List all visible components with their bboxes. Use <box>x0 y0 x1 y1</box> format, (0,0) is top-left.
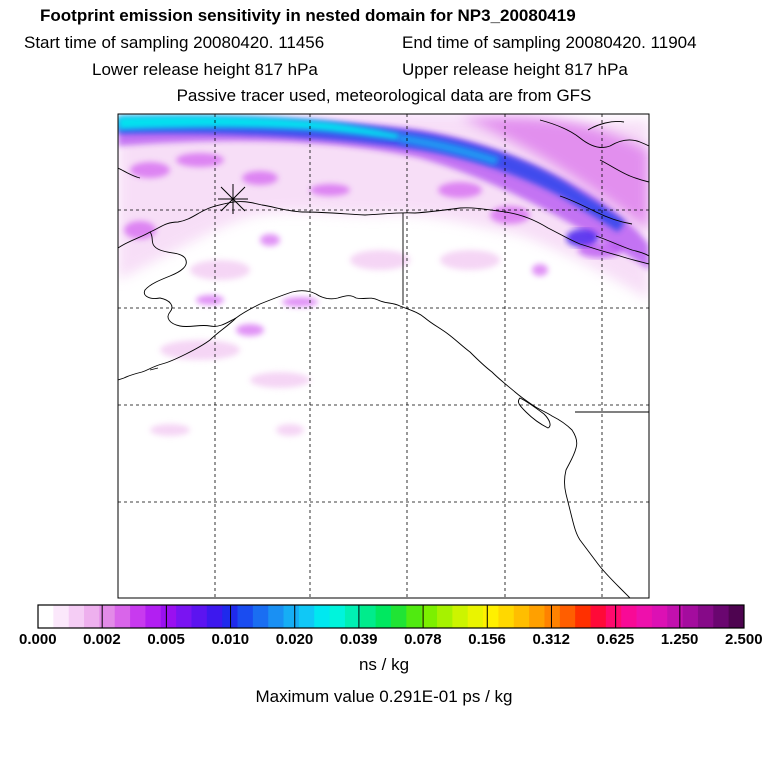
color-swatch <box>222 605 238 628</box>
color-scale-label: 0.010 <box>211 631 250 648</box>
color-swatch <box>529 605 545 628</box>
coastline <box>118 119 649 598</box>
color-swatch <box>344 605 361 628</box>
color-swatch <box>590 605 607 628</box>
color-scale-label: 0.000 <box>19 631 57 648</box>
color-swatch <box>575 605 591 628</box>
color-scale-label: 0.312 <box>532 631 570 648</box>
color-swatch <box>360 605 377 628</box>
color-swatch <box>498 605 515 628</box>
color-swatch <box>252 605 269 628</box>
color-scale-label: 0.039 <box>339 631 378 648</box>
color-swatch <box>283 605 300 628</box>
color-swatch <box>68 605 85 628</box>
color-scale-bar <box>37 604 745 629</box>
color-swatch <box>437 605 453 628</box>
color-scale-label: 0.625 <box>596 631 635 648</box>
max-value-label: Maximum value 0.291E-01 ps / kg <box>255 687 513 706</box>
color-swatch <box>467 605 484 628</box>
lat-lon-grid <box>118 114 649 598</box>
color-swatch <box>84 605 100 628</box>
map-title: Footprint emission sensitivity in nested… <box>40 6 576 25</box>
color-swatch <box>483 605 499 628</box>
color-swatch <box>559 605 576 628</box>
color-swatch <box>682 605 699 628</box>
color-swatch <box>544 605 561 628</box>
start-time-text: Start time of sampling 20080420. 11456 <box>24 33 325 52</box>
color-swatch <box>421 605 438 628</box>
color-swatch <box>53 605 70 628</box>
release-location-marker <box>218 184 248 214</box>
color-swatch <box>621 605 637 628</box>
color-swatch <box>406 605 423 628</box>
color-swatch <box>452 605 469 628</box>
color-swatch <box>697 605 714 628</box>
end-time-text: End time of sampling 20080420. 11904 <box>402 33 697 52</box>
color-scale-label: 1.250 <box>660 631 699 648</box>
color-swatch <box>513 605 530 628</box>
color-swatch <box>145 605 162 628</box>
color-swatch <box>314 605 331 628</box>
color-swatch <box>391 605 407 628</box>
color-swatch <box>375 605 392 628</box>
color-swatch <box>605 605 622 628</box>
color-swatch <box>176 605 192 628</box>
color-swatch <box>206 605 223 628</box>
color-swatch <box>651 605 668 628</box>
color-swatch <box>237 605 254 628</box>
color-scale-label: 0.002 <box>83 631 121 648</box>
color-swatch <box>329 605 346 628</box>
color-swatch <box>130 605 146 628</box>
color-swatch <box>268 605 284 628</box>
map-frame <box>117 113 650 599</box>
color-swatch <box>99 605 116 628</box>
color-scale-label: 0.005 <box>147 631 185 648</box>
color-swatch <box>160 605 177 628</box>
color-swatch <box>728 605 745 628</box>
upper-height-text: Upper release height 817 hPa <box>402 60 628 79</box>
tracer-info-text: Passive tracer used, meteorological data… <box>176 86 592 105</box>
color-scale-label: 0.078 <box>404 631 442 648</box>
emission-sensitivity-field <box>118 114 649 436</box>
lower-height-text: Lower release height 817 hPa <box>92 60 318 79</box>
color-swatch <box>636 605 653 628</box>
color-swatch <box>114 605 131 628</box>
color-scale-label: 2.500 <box>725 631 763 648</box>
color-swatch <box>38 605 54 628</box>
units-label: ns / kg <box>358 655 410 674</box>
color-swatch <box>298 605 315 628</box>
color-bar-border <box>37 604 745 629</box>
color-swatch <box>191 605 208 628</box>
color-swatch <box>713 605 730 628</box>
color-scale-label: 0.156 <box>468 631 506 648</box>
color-scale-label: 0.020 <box>275 631 314 648</box>
color-swatch <box>667 605 684 628</box>
